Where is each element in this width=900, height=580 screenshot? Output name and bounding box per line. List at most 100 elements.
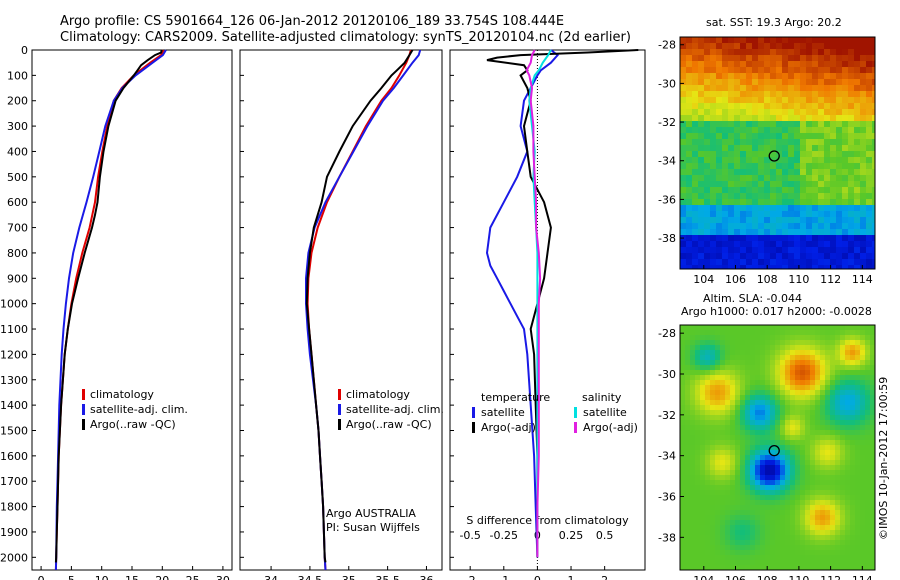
sla-cell bbox=[755, 360, 760, 365]
sla-cell bbox=[855, 540, 860, 545]
sla-cell bbox=[775, 325, 780, 330]
sst-cell bbox=[782, 259, 788, 265]
sla-cell bbox=[685, 420, 690, 425]
sst-cell bbox=[854, 229, 860, 235]
sla-cell bbox=[825, 500, 830, 505]
sst-cell bbox=[860, 265, 866, 269]
sla-cell bbox=[730, 540, 735, 545]
sst-cell bbox=[860, 211, 866, 217]
sla-cell bbox=[690, 540, 695, 545]
sla-cell bbox=[725, 385, 730, 390]
sla-cell bbox=[690, 425, 695, 430]
x-tick-label: 110 bbox=[788, 273, 809, 286]
sst-cell bbox=[782, 91, 788, 97]
sst-cell bbox=[836, 121, 842, 127]
sla-cell bbox=[695, 550, 700, 555]
sst-cell bbox=[848, 139, 854, 145]
sla-cell bbox=[835, 475, 840, 480]
sla-cell bbox=[830, 435, 835, 440]
sla-cell bbox=[845, 540, 850, 545]
sla-cell bbox=[700, 440, 705, 445]
sst-cell bbox=[770, 85, 776, 91]
sst-cell bbox=[740, 85, 746, 91]
sst-cell bbox=[854, 145, 860, 151]
sst-cell bbox=[866, 103, 872, 109]
sst-cell bbox=[800, 67, 806, 73]
sst-cell bbox=[794, 217, 800, 223]
sst-cell bbox=[824, 127, 830, 133]
sla-cell bbox=[755, 540, 760, 545]
sst-cell bbox=[680, 187, 686, 193]
sst-cell bbox=[848, 223, 854, 229]
sla-cell bbox=[840, 490, 845, 495]
sst-cell bbox=[860, 241, 866, 247]
sla-cell bbox=[860, 535, 865, 540]
sla-cell bbox=[840, 340, 845, 345]
sst-cell bbox=[812, 133, 818, 139]
sla-cell bbox=[855, 400, 860, 405]
sla-cell bbox=[770, 390, 775, 395]
sst-cell bbox=[788, 67, 794, 73]
sla-cell bbox=[760, 340, 765, 345]
sla-cell bbox=[680, 385, 685, 390]
legend-swatch bbox=[472, 422, 475, 433]
sst-cell bbox=[680, 229, 686, 235]
sla-cell bbox=[740, 435, 745, 440]
sla-cell bbox=[800, 445, 805, 450]
sst-cell bbox=[698, 43, 704, 49]
sst-cell bbox=[698, 73, 704, 79]
sla-cell bbox=[760, 505, 765, 510]
sst-cell bbox=[728, 103, 734, 109]
sst-cell bbox=[680, 67, 686, 73]
sla-cell bbox=[800, 510, 805, 515]
sla-cell bbox=[830, 380, 835, 385]
sst-cell bbox=[794, 211, 800, 217]
sst-cell bbox=[680, 121, 686, 127]
sla-cell bbox=[750, 535, 755, 540]
sla-cell bbox=[820, 410, 825, 415]
sla-cell bbox=[845, 515, 850, 520]
sla-cell bbox=[865, 410, 870, 415]
sst-cell bbox=[728, 49, 734, 55]
sla-cell bbox=[830, 555, 835, 560]
sla-cell bbox=[695, 420, 700, 425]
sla-cell bbox=[825, 435, 830, 440]
sst-cell bbox=[716, 205, 722, 211]
sla-cell bbox=[685, 380, 690, 385]
y-tick-label: -32 bbox=[658, 116, 676, 129]
sst-cell bbox=[830, 229, 836, 235]
sla-cell bbox=[805, 380, 810, 385]
sst-cell bbox=[782, 217, 788, 223]
sla-cell bbox=[715, 400, 720, 405]
sst-cell bbox=[704, 55, 710, 61]
sla-cell bbox=[780, 490, 785, 495]
sla-cell bbox=[825, 340, 830, 345]
sst-cell bbox=[716, 115, 722, 121]
sst-cell bbox=[800, 205, 806, 211]
sst-cell bbox=[740, 73, 746, 79]
sla-cell bbox=[710, 335, 715, 340]
sst-cell bbox=[770, 241, 776, 247]
sla-cell bbox=[820, 425, 825, 430]
sla-cell bbox=[720, 350, 725, 355]
sla-cell bbox=[820, 330, 825, 335]
sla-cell bbox=[740, 520, 745, 525]
sst-cell bbox=[722, 97, 728, 103]
sla-cell bbox=[715, 360, 720, 365]
sst-cell bbox=[770, 247, 776, 253]
sst-cell bbox=[848, 175, 854, 181]
sst-cell bbox=[746, 193, 752, 199]
sst-cell bbox=[734, 253, 740, 259]
sla-cell bbox=[870, 440, 875, 445]
sla-cell bbox=[750, 450, 755, 455]
sst-cell bbox=[746, 253, 752, 259]
sla-cell bbox=[815, 340, 820, 345]
sst-cell bbox=[776, 127, 782, 133]
sla-cell bbox=[725, 330, 730, 335]
sst-cell bbox=[728, 157, 734, 163]
sla-cell bbox=[830, 535, 835, 540]
sla-cell bbox=[750, 340, 755, 345]
sla-cell bbox=[810, 545, 815, 550]
sla-cell bbox=[820, 555, 825, 560]
sst-cell bbox=[782, 37, 788, 43]
